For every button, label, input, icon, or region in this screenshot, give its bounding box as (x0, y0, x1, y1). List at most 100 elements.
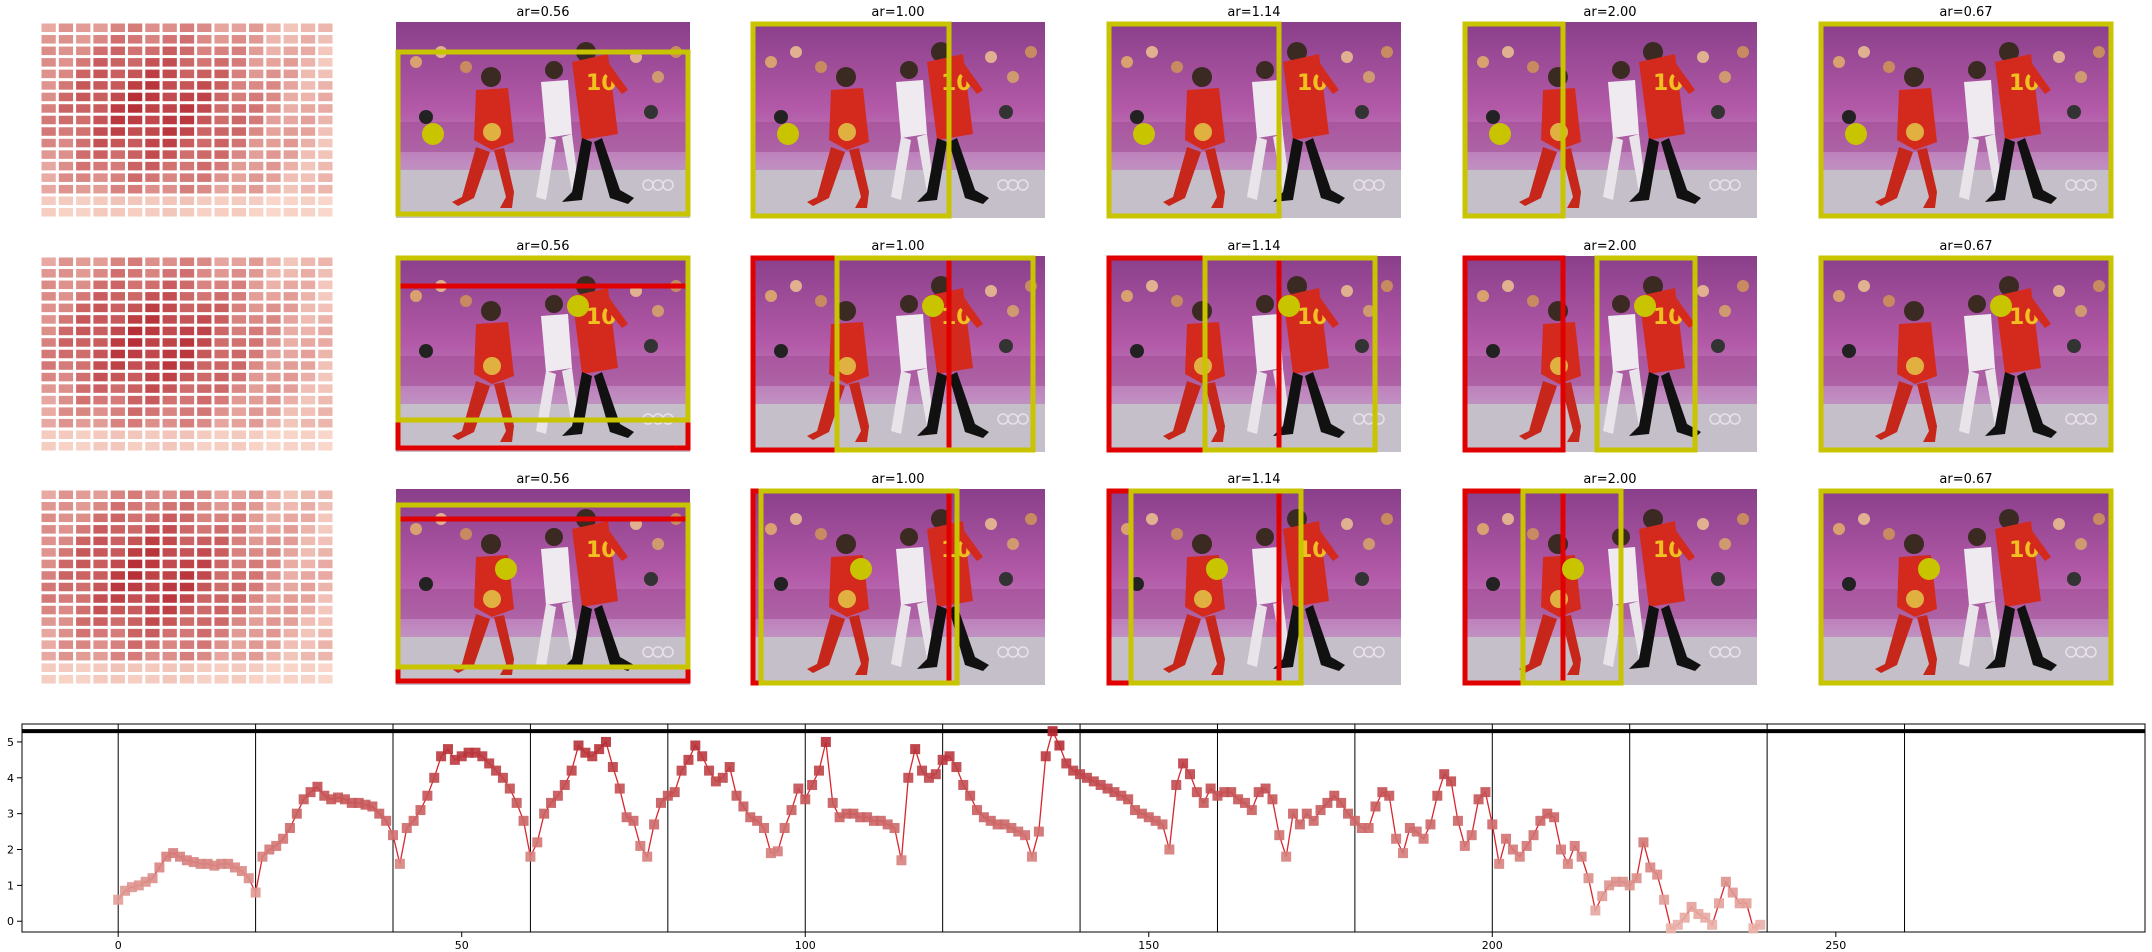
heatmap-cell (179, 525, 195, 534)
heatmap-cell (249, 490, 264, 500)
heatmap-cell (318, 35, 333, 44)
anchor-dot (850, 558, 872, 580)
data-point (1219, 787, 1230, 798)
heatmap-cell (93, 127, 108, 136)
heatmap-cell (214, 81, 229, 90)
heatmap-cell (283, 115, 298, 125)
data-point (374, 808, 385, 819)
heatmap-cell (179, 674, 195, 684)
data-point (676, 765, 687, 776)
data-point (690, 740, 701, 751)
heatmap-cell (231, 582, 247, 592)
data-point (1281, 851, 1292, 862)
proposal-box-yellow (758, 488, 960, 686)
data-point (1033, 826, 1044, 837)
heatmap-cell (41, 81, 56, 90)
heatmap-cell (162, 559, 177, 569)
proposal-box-yellow (1818, 21, 2114, 219)
data-point (484, 758, 495, 769)
heatmap-cell (127, 502, 143, 511)
heatmap-cell (266, 257, 281, 267)
heatmap-cell (214, 372, 229, 382)
anchor-dot (777, 123, 799, 145)
heatmap-cell (145, 571, 160, 580)
data-point (868, 815, 879, 826)
heatmap-cell (41, 640, 56, 649)
heatmap-cell (231, 23, 247, 33)
data-point (752, 815, 763, 826)
heatmap-cell (93, 269, 108, 278)
heatmap-cell (127, 525, 143, 534)
heatmap-cell (197, 23, 212, 33)
heatmap-cell (145, 104, 160, 113)
heatmap-cell (300, 292, 316, 301)
heatmap-cell (179, 582, 195, 592)
heatmap-cell (197, 640, 212, 649)
heatmap-cell (145, 280, 160, 290)
heatmap-cell (266, 23, 281, 33)
data-point (1617, 876, 1628, 887)
data-point (1047, 726, 1058, 737)
heatmap-cell (283, 490, 298, 500)
heatmap-cell (249, 207, 264, 217)
heatmap-cell (110, 69, 125, 79)
heatmap-cell (76, 315, 91, 324)
heatmap-cell (76, 395, 91, 405)
data-point (250, 887, 261, 898)
photo-panel (1462, 255, 1757, 453)
heatmap-cell (318, 628, 333, 638)
data-point (126, 882, 137, 893)
heatmap-cell (266, 651, 281, 661)
heatmap-cell (110, 490, 125, 500)
heatmap-cell (249, 384, 264, 393)
heatmap-cell (110, 548, 125, 557)
heatmap-cell (300, 490, 316, 500)
data-point (724, 762, 735, 773)
data-point (607, 762, 618, 773)
heatmap-cell (300, 617, 316, 626)
data-point (594, 744, 605, 755)
data-point (635, 840, 646, 851)
heatmap-cell (318, 207, 333, 217)
heatmap-cell (76, 594, 91, 603)
heatmap-cell (41, 513, 56, 523)
heatmap-cell (110, 617, 125, 626)
heatmap-cell (266, 138, 281, 148)
anchor-dot (922, 295, 944, 317)
heatmap-cell (197, 69, 212, 79)
heatmap-cell (179, 184, 195, 194)
heatmap-cell (300, 372, 316, 382)
heatmap-cell (300, 441, 316, 451)
data-point (1081, 772, 1092, 783)
data-point (1184, 769, 1195, 780)
heatmap-cell (197, 46, 212, 56)
data-point (1556, 844, 1567, 855)
heatmap-cell (179, 559, 195, 569)
heatmap-cell (231, 674, 247, 684)
data-point (917, 765, 928, 776)
heatmap-cell (76, 184, 91, 194)
heatmap-cell (41, 418, 56, 428)
heatmap-cell (145, 92, 160, 102)
heatmap-cell (300, 315, 316, 324)
data-point (1720, 876, 1731, 887)
data-point (168, 848, 179, 859)
heatmap-cell (249, 35, 264, 44)
heatmap-cell (76, 525, 91, 534)
heatmap-cell (197, 430, 212, 439)
data-point (1013, 826, 1024, 837)
data-point (305, 787, 316, 798)
data-point (1267, 794, 1278, 805)
heatmap-cell (266, 315, 281, 324)
heatmap-cell (76, 196, 91, 205)
panel-title: ar=1.14 (1227, 5, 1280, 20)
heatmap-cell (318, 395, 333, 405)
heatmap-cell (249, 69, 264, 79)
photo-panel (1106, 488, 1401, 686)
heatmap-cell (127, 594, 143, 603)
heatmap-cell (266, 127, 281, 136)
heatmap-cell (162, 196, 177, 205)
heatmap-cell (283, 315, 298, 324)
heatmap-cell (231, 315, 247, 324)
data-point (649, 819, 660, 830)
